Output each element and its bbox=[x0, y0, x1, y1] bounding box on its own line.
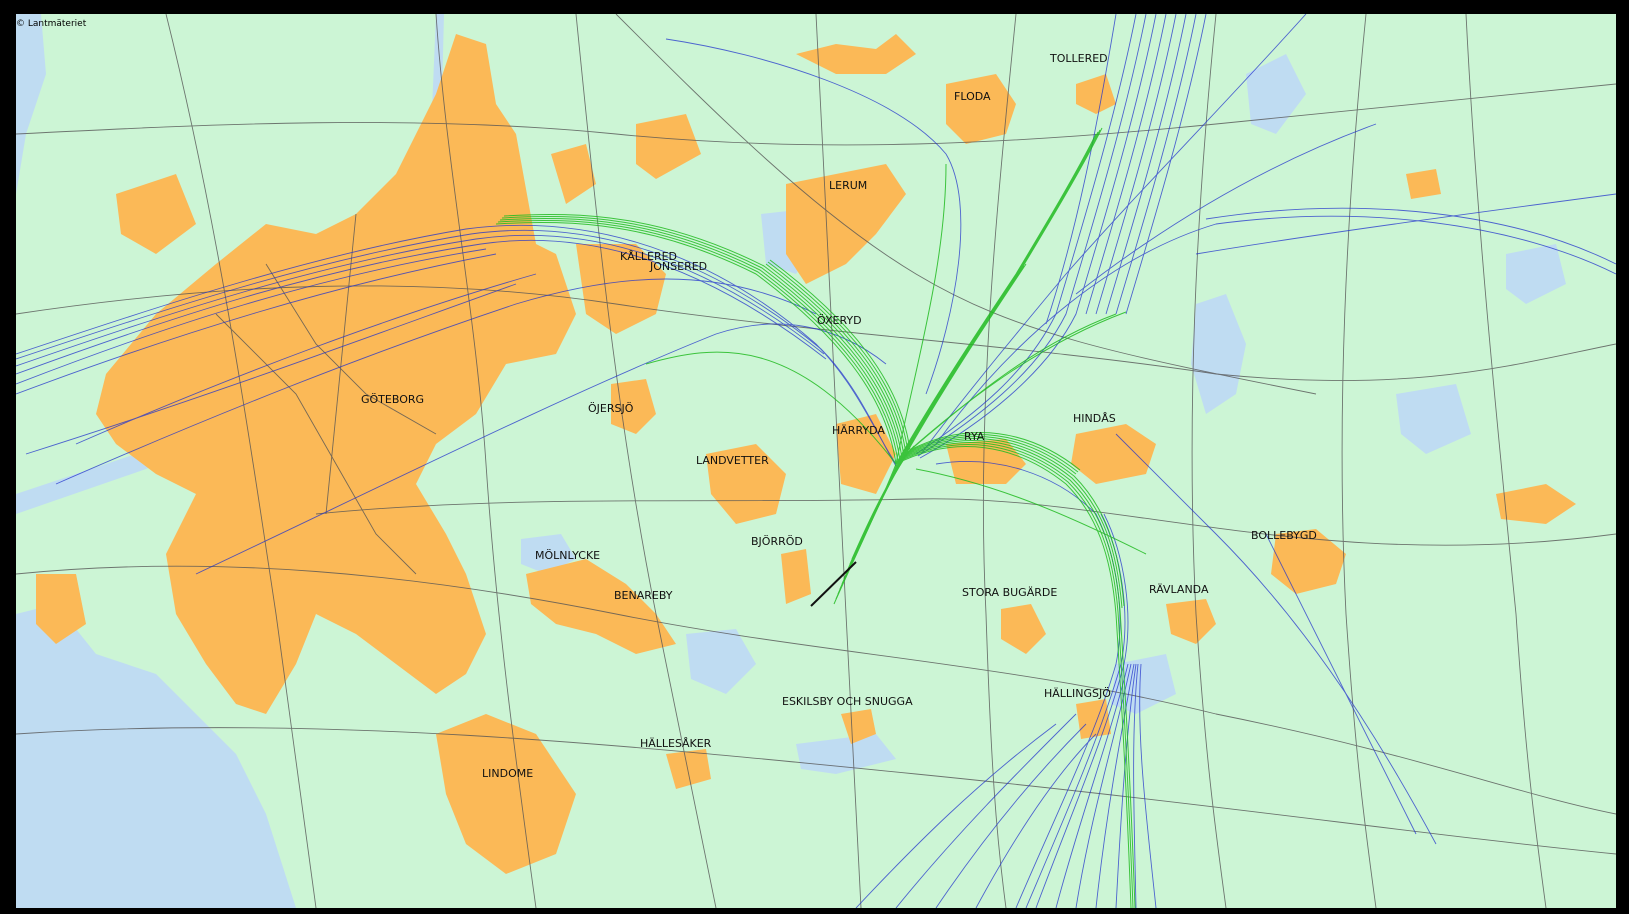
lake-far-east bbox=[1506, 244, 1566, 304]
place-labels: TOLLERED FLODA LERUM KÅLLERED JONSERED Ö… bbox=[361, 52, 1317, 780]
road-layer bbox=[16, 14, 1616, 908]
place-landvetter[interactable]: LANDVETTER bbox=[696, 454, 769, 467]
place-molnlycke[interactable]: MÖLNLYCKE bbox=[535, 549, 600, 562]
urban-ojersjo bbox=[611, 379, 656, 434]
urban-landvetter bbox=[706, 444, 786, 524]
place-bollebygd[interactable]: BOLLEBYGD bbox=[1251, 529, 1317, 542]
urban-rya bbox=[946, 439, 1026, 484]
urban-west bbox=[116, 174, 196, 254]
runway bbox=[810, 561, 857, 607]
lake-east bbox=[1246, 54, 1306, 134]
urban-lindome bbox=[436, 714, 576, 874]
place-ravlanda[interactable]: RÄVLANDA bbox=[1149, 583, 1209, 596]
urban-ravlanda bbox=[1166, 599, 1216, 644]
place-eskilsby[interactable]: ESKILSBY OCH SNUGGA bbox=[782, 695, 913, 708]
water-layer bbox=[16, 14, 1566, 908]
urban-north-3 bbox=[636, 114, 701, 179]
place-floda[interactable]: FLODA bbox=[954, 90, 991, 103]
lake-south bbox=[686, 629, 756, 694]
urban-eskilsby bbox=[841, 709, 876, 744]
urban-harryda bbox=[836, 414, 896, 494]
urban-north-2 bbox=[551, 144, 596, 204]
urban-kallered bbox=[576, 244, 666, 334]
place-hindas[interactable]: HINDÅS bbox=[1073, 412, 1116, 425]
urban-floda bbox=[946, 74, 1016, 144]
lake-sodra bbox=[796, 734, 896, 774]
place-goteborg[interactable]: GÖTEBORG bbox=[361, 393, 424, 406]
urban-bollebygd bbox=[1271, 529, 1346, 594]
urban-hallingsjo bbox=[1076, 699, 1111, 739]
place-bjorrod[interactable]: BJÖRRÖD bbox=[751, 535, 803, 548]
sea-south bbox=[16, 604, 296, 908]
urban-bjorrod bbox=[781, 549, 811, 604]
place-oxeryd[interactable]: ÖXERYD bbox=[817, 314, 862, 327]
urban-stora-bugarde bbox=[1001, 604, 1046, 654]
urban-east bbox=[1496, 484, 1576, 524]
place-hallingsjo[interactable]: HÄLLINGSJÖ bbox=[1044, 687, 1111, 700]
lake-mjorn bbox=[1191, 294, 1246, 414]
place-stora-bugarde[interactable]: STORA BUGÄRDE bbox=[962, 586, 1057, 599]
urban-hallesaker bbox=[666, 749, 711, 789]
sea bbox=[16, 14, 46, 194]
place-hallesaker[interactable]: HÄLLESÅKER bbox=[640, 737, 712, 750]
urban-goteborg bbox=[96, 34, 576, 714]
copyright-notice: © Lantmäteriet bbox=[16, 19, 87, 29]
urban-tollered bbox=[1076, 74, 1116, 114]
place-tollered[interactable]: TOLLERED bbox=[1049, 52, 1108, 65]
map-frame: TOLLERED FLODA LERUM KÅLLERED JONSERED Ö… bbox=[16, 14, 1616, 908]
place-lerum[interactable]: LERUM bbox=[829, 179, 867, 192]
urban-lerum bbox=[786, 164, 906, 284]
urban-sw bbox=[36, 574, 86, 644]
place-harryda[interactable]: HÄRRYDA bbox=[832, 424, 885, 437]
lake-ne bbox=[1396, 384, 1471, 454]
map-canvas[interactable]: TOLLERED FLODA LERUM KÅLLERED JONSERED Ö… bbox=[16, 14, 1616, 908]
urban-north bbox=[796, 34, 916, 74]
departure-tracks bbox=[495, 127, 1147, 908]
urban-hindas bbox=[1071, 424, 1156, 484]
place-ojersjo[interactable]: ÖJERSJÖ bbox=[588, 402, 634, 415]
place-lindome[interactable]: LINDOME bbox=[482, 767, 533, 780]
place-rya[interactable]: RYA bbox=[964, 430, 985, 443]
place-jonsered[interactable]: JONSERED bbox=[649, 260, 707, 273]
urban-molnlycke bbox=[526, 559, 676, 654]
place-kallered[interactable]: KÅLLERED bbox=[620, 250, 677, 263]
place-benareby[interactable]: BENAREBY bbox=[614, 589, 673, 602]
lake-harryda bbox=[521, 534, 576, 574]
urban-ne bbox=[1406, 169, 1441, 199]
